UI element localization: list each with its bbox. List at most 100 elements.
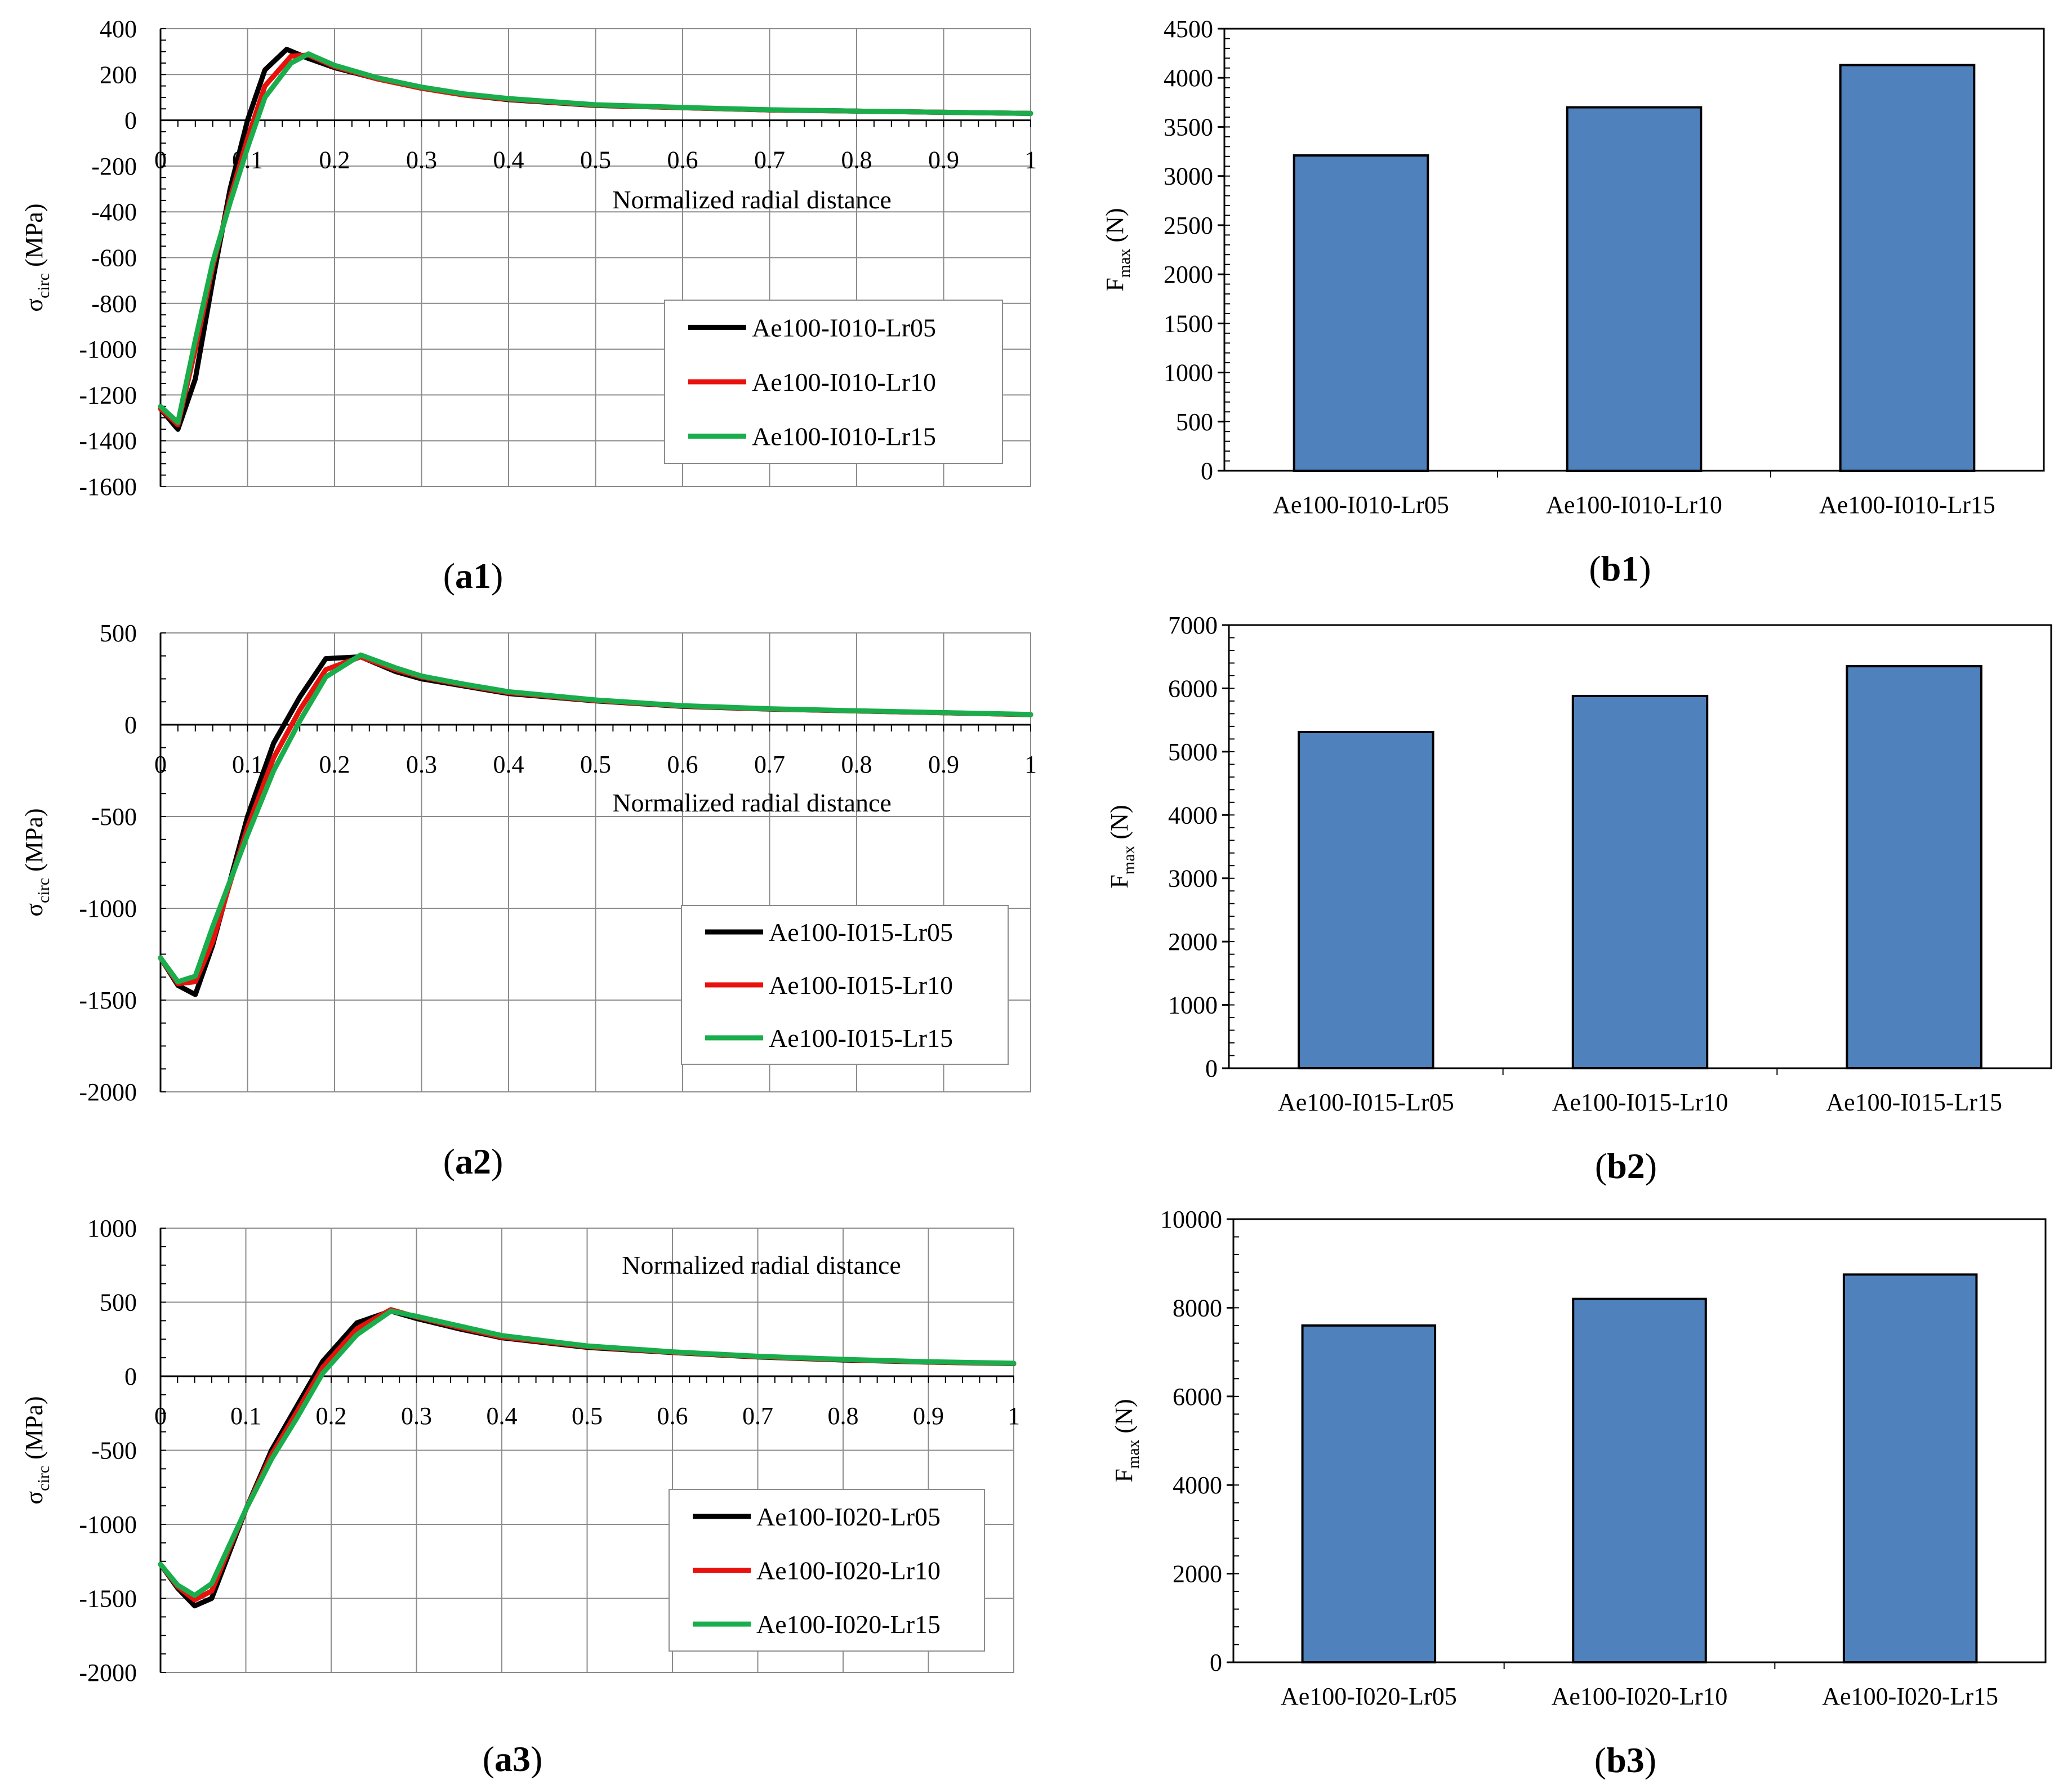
x-tick-label: 0.2: [319, 751, 350, 778]
y-tick-label: -1000: [79, 895, 137, 922]
panel-label: (b1): [1589, 548, 1651, 588]
bar-chart-b2: 0 1000 2000 3000 4000 5000 6000 7000 Ae100-I015-…: [1106, 612, 2052, 1186]
y-tick-label: 6000: [1173, 1383, 1222, 1411]
bar: [1298, 731, 1434, 1069]
legend-label: Ae100-I020-Lr05: [756, 1502, 941, 1531]
panel-label: (a1): [443, 556, 503, 596]
bar: [1566, 106, 1703, 472]
y-tick-label: -1500: [79, 1585, 137, 1613]
y-tick-label: -1400: [79, 427, 137, 455]
line-chart-a3: 1000 500 0 -500 -1000 -1500 -2000 0 0.1 0.2 0.3 0.4…: [20, 1215, 1020, 1779]
x-tick-label: 0.9: [928, 751, 959, 778]
y-tick-label: 200: [100, 61, 137, 88]
legend-label: Ae100-I010-Lr05: [752, 313, 936, 342]
y-tick-label: 3500: [1164, 113, 1213, 141]
x-tick-label: 0.7: [754, 751, 785, 778]
y-tick-label: 1000: [1164, 359, 1213, 387]
y-tick-label: -1000: [79, 336, 137, 363]
y-tick-label: 1500: [1164, 310, 1213, 337]
x-tick-label: 0.8: [828, 1402, 859, 1430]
y-tick-label: 6000: [1168, 675, 1218, 702]
y-tick-label: -500: [91, 1437, 137, 1465]
y-tick-label: 2000: [1168, 928, 1218, 956]
y-tick-label: 0: [124, 711, 137, 739]
panel-label: (a3): [483, 1739, 543, 1779]
x-tick-label: 0.8: [841, 751, 872, 778]
x-category-label: Ae100-I020-Lr05: [1281, 1683, 1457, 1710]
x-category-label: Ae100-I020-Lr10: [1552, 1683, 1728, 1710]
y-tick-label: -2000: [79, 1659, 137, 1687]
y-tick-label: -2000: [79, 1078, 137, 1106]
y-tick-label: 0: [1205, 1055, 1218, 1082]
x-tick-label: 0.8: [841, 146, 872, 174]
y-tick-label: -600: [91, 244, 137, 272]
x-tick-label: 0.1: [232, 751, 263, 778]
y-tick-label: -1200: [79, 381, 137, 409]
y-tick-label: 4500: [1164, 15, 1213, 43]
bar: [1301, 1324, 1437, 1663]
y-tick-label: 2500: [1164, 212, 1213, 239]
legend-label: Ae100-I020-Lr10: [756, 1556, 941, 1585]
x-category-label: Ae100-I010-Lr05: [1273, 491, 1449, 519]
y-tick-label: 3000: [1164, 163, 1213, 190]
y-tick-label: -800: [91, 290, 137, 318]
x-tick-label: 0.4: [487, 1402, 518, 1430]
x-axis-title: Normalized radial distance: [612, 185, 892, 214]
bar: [1839, 64, 1976, 472]
x-tick-label: 0.2: [316, 1402, 347, 1430]
y-axis-title: σcirc (MPa): [20, 1396, 53, 1504]
y-tick-label: 2000: [1164, 261, 1213, 288]
x-tick-label: 1: [1008, 1402, 1020, 1430]
x-tick-label: 0: [154, 1402, 167, 1430]
x-tick-label: 0.3: [406, 146, 437, 174]
bar-chart-b1: 0 500 1000 1500 2000 2500 3000 3500 4000 4500 Ae10…: [1101, 15, 2045, 588]
legend-label: Ae100-I010-Lr10: [752, 368, 936, 396]
x-category-label: Ae100-I015-Lr15: [1826, 1088, 2002, 1116]
y-tick-label: 4000: [1173, 1471, 1222, 1499]
legend-label: Ae100-I015-Lr15: [769, 1024, 953, 1052]
x-tick-label: 0.9: [928, 146, 959, 174]
y-tick-label: 500: [100, 1289, 137, 1317]
x-tick-label: 0.5: [580, 751, 611, 778]
x-tick-label: 0.2: [319, 146, 350, 174]
y-axis-title: σcirc (MPa): [20, 808, 53, 916]
y-tick-label: -400: [91, 198, 137, 226]
series-line: [158, 51, 1033, 425]
y-axis-title: Fmax (N): [1101, 208, 1134, 291]
bar: [1572, 1297, 1707, 1663]
line-chart-a2: 500 0 -500 -1000 -1500 -2000 0 0.1 0.2 0.3 0.4 0.5 0…: [20, 619, 1037, 1181]
y-tick-label: -1600: [79, 473, 137, 501]
line-chart-a1: 400 200 0 -200 -400 -600 -800 -1000 -1200 -1400 -1…: [20, 15, 1037, 596]
x-tick-label: 0: [154, 146, 167, 174]
y-axis-title: σcirc (MPa): [20, 203, 53, 311]
panel-label: (b2): [1595, 1146, 1657, 1186]
y-tick-label: 2000: [1173, 1560, 1222, 1588]
bar-chart-b3: 0 2000 4000 6000 8000 10000 Ae100-I020-Lr05 Ae1…: [1110, 1206, 2047, 1780]
x-category-label: Ae100-I010-Lr10: [1546, 491, 1722, 519]
x-tick-label: 0.4: [493, 146, 524, 174]
x-tick-label: 0.6: [667, 751, 698, 778]
legend-label: Ae100-I015-Lr05: [769, 918, 953, 947]
x-tick-label: 0.7: [742, 1402, 773, 1430]
x-tick-label: 0.6: [657, 1402, 688, 1430]
x-axis-title: Normalized radial distance: [612, 788, 892, 817]
bar: [1842, 1273, 1978, 1663]
y-tick-label: 4000: [1164, 64, 1213, 92]
x-tick-label: 0.9: [913, 1402, 944, 1430]
x-tick-label: 0.1: [230, 1402, 261, 1430]
y-tick-label: 1000: [87, 1215, 137, 1242]
y-tick-label: -1000: [79, 1511, 137, 1538]
y-tick-label: 0: [124, 107, 137, 135]
legend-label: Ae100-I010-Lr15: [752, 422, 936, 451]
x-tick-label: 1: [1024, 146, 1037, 174]
x-category-label: Ae100-I020-Lr15: [1822, 1683, 1998, 1710]
x-tick-label: 0.4: [493, 751, 524, 778]
panel-label: (b3): [1594, 1740, 1656, 1780]
x-tick-label: 0: [154, 751, 167, 778]
series-line: [158, 652, 1033, 984]
bar: [1293, 154, 1429, 472]
legend-label: Ae100-I015-Lr10: [769, 971, 953, 1000]
bar: [1571, 694, 1709, 1070]
y-tick-label: 500: [1176, 408, 1213, 436]
